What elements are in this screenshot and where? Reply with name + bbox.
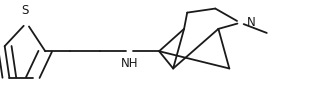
Text: S: S xyxy=(21,4,29,17)
Text: NH: NH xyxy=(121,57,138,70)
Text: N: N xyxy=(247,16,256,29)
